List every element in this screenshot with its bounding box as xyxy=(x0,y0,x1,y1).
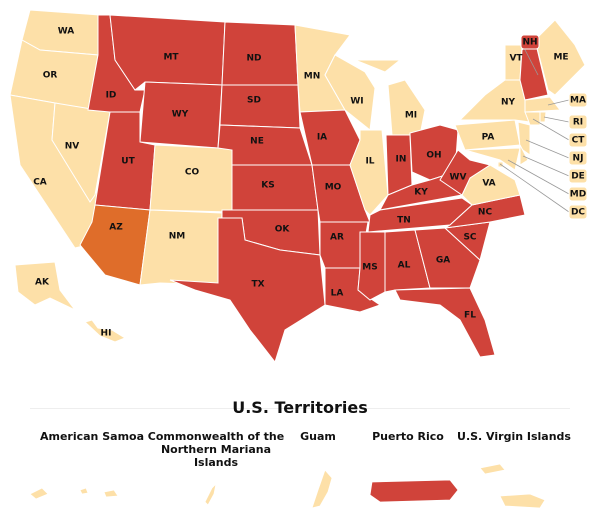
state-label: OR xyxy=(43,71,58,81)
state-shape xyxy=(519,144,529,166)
state-label: KS xyxy=(261,181,274,191)
state-label: CO xyxy=(185,168,200,178)
state-shape xyxy=(169,217,326,364)
state-label: UT xyxy=(121,157,135,167)
state-label: WI xyxy=(350,97,363,107)
state-label: NC xyxy=(478,208,493,218)
label-box xyxy=(568,92,588,108)
label-box xyxy=(568,132,588,148)
territory-shape xyxy=(369,479,459,503)
state-label: VT xyxy=(509,54,523,64)
state-label: TX xyxy=(251,280,264,290)
territories-title: U.S. Territories xyxy=(232,398,368,417)
state-shape xyxy=(217,124,313,166)
state-label: AK xyxy=(35,278,50,288)
state-label: OH xyxy=(426,151,441,161)
leader-line xyxy=(525,139,570,159)
state-shape xyxy=(231,164,319,211)
leader-line xyxy=(499,163,570,213)
leader-line xyxy=(532,118,570,141)
label-box xyxy=(568,114,588,130)
state-label: WY xyxy=(172,110,189,120)
label-box xyxy=(568,186,588,202)
state-shape xyxy=(139,209,223,286)
territory-shape xyxy=(311,469,333,509)
state-shape xyxy=(385,134,413,196)
state-label: ME xyxy=(553,53,568,63)
state-label: CA xyxy=(33,178,47,188)
state-label: TN xyxy=(397,216,411,226)
leader-line xyxy=(507,159,570,195)
state-label: NE xyxy=(250,137,264,147)
state-label: DE xyxy=(571,172,585,182)
state-label: NH xyxy=(522,38,537,48)
state-label: ID xyxy=(106,91,117,101)
state-shape xyxy=(14,261,76,311)
territory-label: Puerto Rico xyxy=(372,430,444,443)
state-shape xyxy=(524,96,561,113)
state-label: IA xyxy=(317,133,327,143)
state-shape xyxy=(524,111,541,126)
state-label: MA xyxy=(570,96,586,106)
leader-line xyxy=(547,99,570,106)
state-label: CT xyxy=(572,136,586,146)
divider xyxy=(30,408,570,409)
state-label: MN xyxy=(304,72,321,82)
state-label: MI xyxy=(405,111,417,121)
territory-label: Commonwealth of the Northern Mariana Isl… xyxy=(147,430,285,469)
state-label: FL xyxy=(464,311,476,321)
label-box xyxy=(568,150,588,166)
state-shape xyxy=(458,79,531,123)
state-label: NV xyxy=(65,142,80,152)
territory-shape xyxy=(204,482,217,506)
state-label: VA xyxy=(482,179,495,189)
state-label: KY xyxy=(414,188,428,198)
state-shape xyxy=(534,19,586,96)
state-label: IN xyxy=(396,155,407,165)
label-box xyxy=(520,34,540,50)
state-shape xyxy=(149,144,236,213)
leader-line xyxy=(522,155,570,177)
state-label: MS xyxy=(362,263,377,273)
state-label: WV xyxy=(450,173,467,183)
state-label: GA xyxy=(436,256,450,266)
territory-label: U.S. Virgin Islands xyxy=(457,430,571,443)
state-label: IL xyxy=(365,157,374,167)
state-label: ND xyxy=(246,54,261,64)
state-label: NJ xyxy=(573,154,584,164)
state-label: MD xyxy=(570,190,586,200)
state-label: PA xyxy=(482,133,495,143)
state-shape xyxy=(219,84,301,129)
state-shape xyxy=(84,319,127,343)
state-label: SC xyxy=(463,233,476,243)
state-label: AL xyxy=(398,261,411,271)
state-label: DC xyxy=(571,208,585,218)
state-label: OK xyxy=(275,225,291,235)
leader-line xyxy=(543,116,570,123)
territory-shape xyxy=(29,487,119,500)
state-label: RI xyxy=(573,118,583,128)
state-label: AZ xyxy=(109,223,123,233)
territory-label: Guam xyxy=(300,430,336,443)
state-shape xyxy=(394,287,496,358)
state-shape xyxy=(439,149,492,196)
state-label: LA xyxy=(331,289,344,299)
state-label: NY xyxy=(501,98,516,108)
state-shape xyxy=(464,147,521,171)
label-box xyxy=(568,204,588,220)
state-label: AR xyxy=(330,233,344,243)
territory-label: American Samoa xyxy=(39,430,145,443)
state-label: MT xyxy=(163,53,179,63)
state-label: HI xyxy=(101,329,112,339)
territory-shape xyxy=(479,463,546,509)
label-box xyxy=(568,168,588,184)
state-label: MO xyxy=(325,183,342,193)
state-shape xyxy=(414,227,481,289)
state-label: WA xyxy=(58,27,75,37)
state-label: SD xyxy=(247,96,261,106)
state-label: NM xyxy=(169,232,186,242)
state-shape xyxy=(349,129,389,216)
